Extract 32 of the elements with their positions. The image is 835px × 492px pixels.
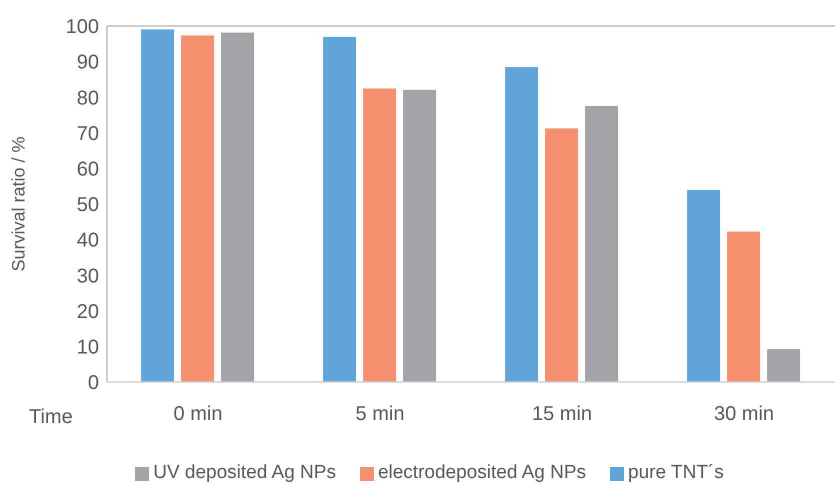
x-tick-label: 5 min: [356, 403, 404, 426]
y-tick-label: 70: [76, 122, 99, 145]
y-tick-label: 10: [76, 336, 99, 358]
y-tick-label: 0: [88, 372, 99, 394]
y-tick-label: 50: [76, 194, 99, 216]
y-axis-title: Survival ratio / %: [8, 136, 28, 272]
bar: [363, 88, 396, 382]
bar: [727, 232, 760, 382]
y-tick-label: 90: [76, 52, 99, 74]
bar: [767, 349, 800, 382]
bar: [505, 67, 538, 382]
bar: [141, 29, 174, 382]
bar: [585, 106, 618, 382]
x-tick-label: 30 min: [714, 403, 774, 426]
y-tick-label: 100: [66, 16, 99, 38]
x-axis-title: Time: [29, 406, 73, 428]
x-tick-label: 15 min: [532, 403, 592, 426]
legend-label: UV deposited Ag NPs: [153, 462, 336, 483]
bar: [181, 35, 214, 382]
legend-label: pure TNT´s: [628, 462, 724, 483]
bar: [221, 32, 254, 382]
bar: [545, 128, 578, 382]
y-tick-label: 60: [76, 158, 99, 180]
x-tick-label: 0 min: [174, 403, 222, 426]
y-tick-label: 30: [76, 265, 99, 288]
legend-label: electrodeposited Ag NPs: [378, 462, 586, 483]
bar: [323, 36, 356, 382]
y-tick-label: 20: [76, 300, 99, 323]
bar: [403, 90, 436, 382]
y-tick-label: 40: [76, 230, 99, 252]
bar: [687, 190, 720, 382]
y-tick-label: 80: [76, 87, 99, 110]
